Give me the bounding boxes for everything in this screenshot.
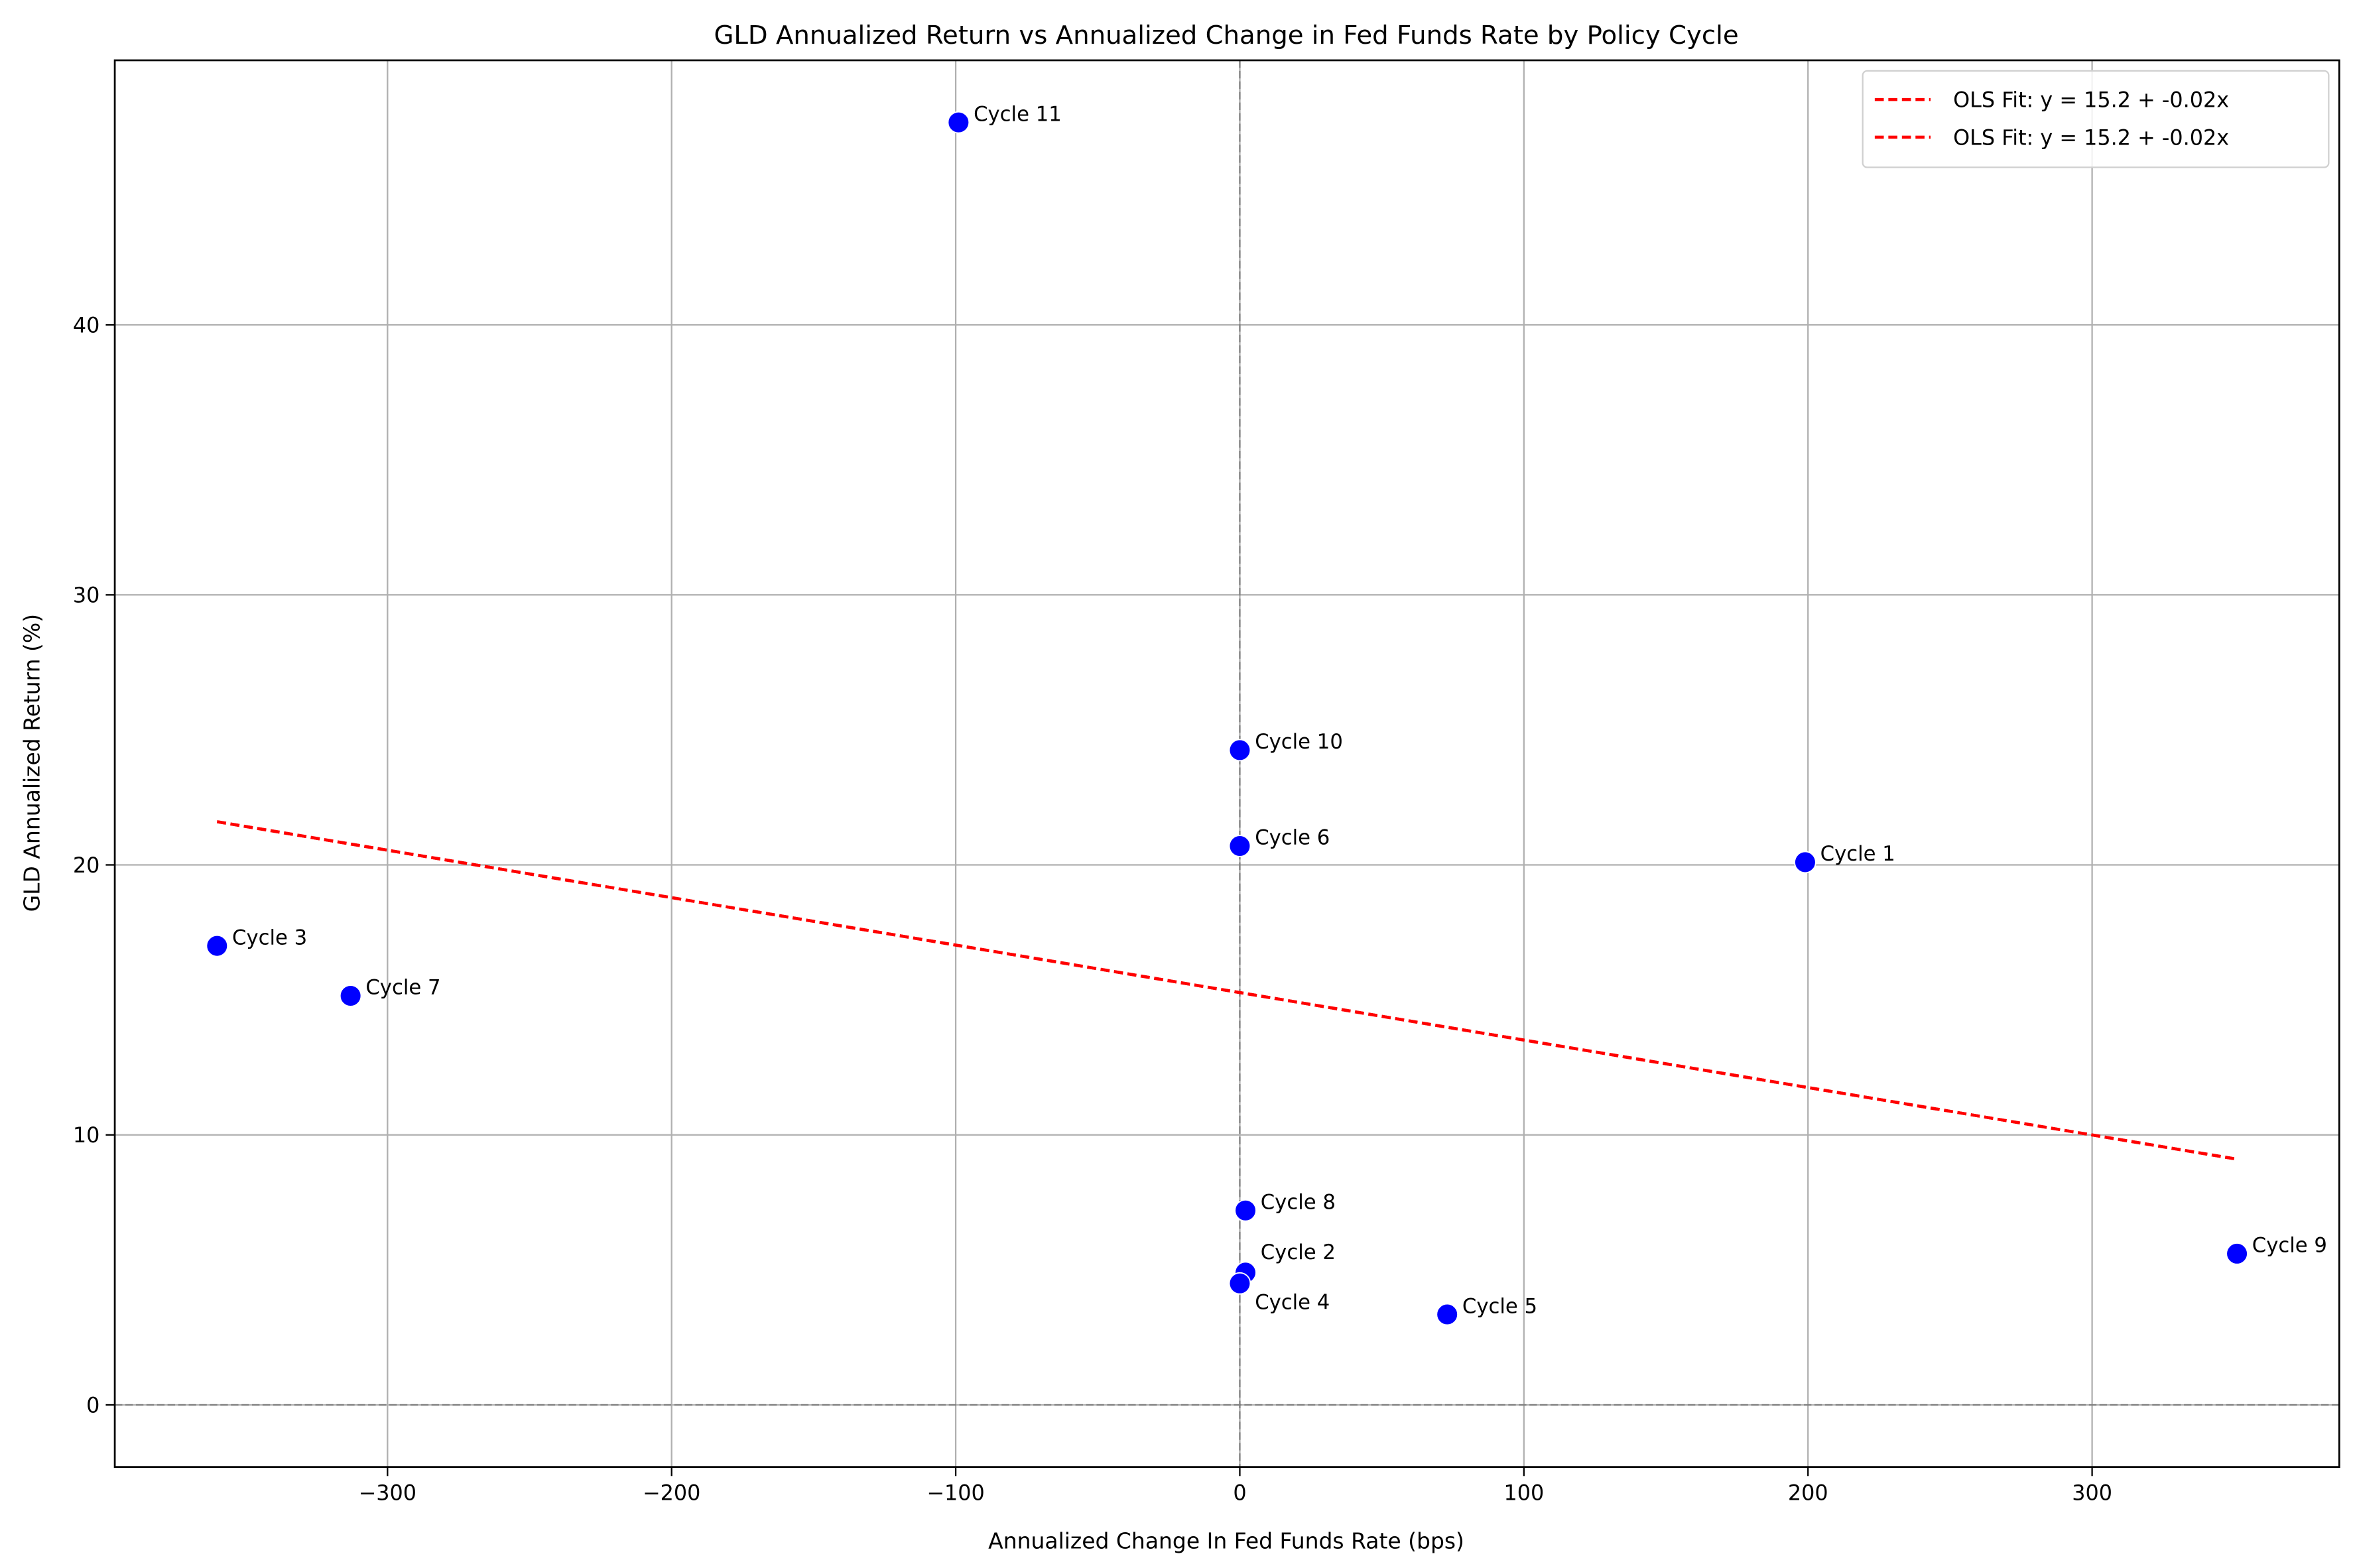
- legend-label: OLS Fit: y = 15.2 + -0.02x: [1953, 125, 2229, 150]
- y-axis-label: GLD Annualized Return (%): [19, 614, 44, 912]
- legend-label: OLS Fit: y = 15.2 + -0.02x: [1953, 87, 2229, 112]
- y-tick-label: 10: [73, 1122, 100, 1148]
- point-label: Cycle 5: [1462, 1295, 1537, 1318]
- chart-title: GLD Annualized Return vs Annualized Chan…: [714, 21, 1738, 50]
- point-label: Cycle 2: [1261, 1241, 1336, 1264]
- fit-lines: [216, 820, 2238, 1161]
- point-label: Cycle 9: [2252, 1235, 2327, 1258]
- point-label: Cycle 1: [1820, 843, 1895, 866]
- data-point: [339, 985, 362, 1007]
- x-tick-label: −100: [926, 1480, 984, 1506]
- x-tick-label: 300: [2072, 1480, 2112, 1506]
- reference-lines: [115, 60, 2340, 1467]
- data-point: [1228, 1272, 1251, 1295]
- data-point: [1794, 851, 1816, 874]
- data-point: [1436, 1303, 1459, 1326]
- y-tick-label: 0: [86, 1392, 99, 1417]
- data-point: [206, 934, 229, 957]
- y-tick-label: 30: [73, 583, 100, 608]
- data-point: [947, 111, 970, 134]
- plot-frame: [113, 59, 2340, 1469]
- ticks: −300 −200 −100 0 100 200 300 0 10 20 30 40: [73, 312, 2112, 1505]
- x-tick-label: −300: [359, 1480, 416, 1506]
- data-point: [1234, 1199, 1257, 1222]
- x-tick-label: −200: [643, 1480, 700, 1506]
- ols-fit-line: [216, 820, 2238, 1161]
- data-point: [1228, 835, 1251, 857]
- point-label: Cycle 4: [1255, 1291, 1330, 1314]
- point-label: Cycle 8: [1261, 1191, 1336, 1214]
- y-tick-label: 40: [73, 312, 100, 337]
- point-label: Cycle 11: [974, 103, 1062, 126]
- data-point: [1228, 739, 1251, 762]
- x-axis-label: Annualized Change In Fed Funds Rate (bps…: [988, 1528, 1464, 1553]
- legend-box: [1862, 70, 2330, 168]
- x-tick-label: 100: [1503, 1480, 1544, 1506]
- y-tick-label: 20: [73, 853, 100, 878]
- point-label: Cycle 10: [1255, 731, 1343, 754]
- x-tick-label: 200: [1788, 1480, 1828, 1506]
- point-label: Cycle 7: [365, 977, 440, 1000]
- x-tick-label: 0: [1233, 1480, 1246, 1506]
- legend: OLS Fit: y = 15.2 + -0.02x OLS Fit: y = 1…: [1862, 70, 2330, 168]
- point-label: Cycle 6: [1255, 827, 1330, 850]
- data-point: [2226, 1242, 2248, 1265]
- grid: [115, 60, 2340, 1467]
- data-points: Cycle 1 Cycle 2 Cycle 3 Cycle 4 Cycle 5 Cycle…: [206, 103, 2327, 1326]
- point-label: Cycle 3: [232, 926, 307, 949]
